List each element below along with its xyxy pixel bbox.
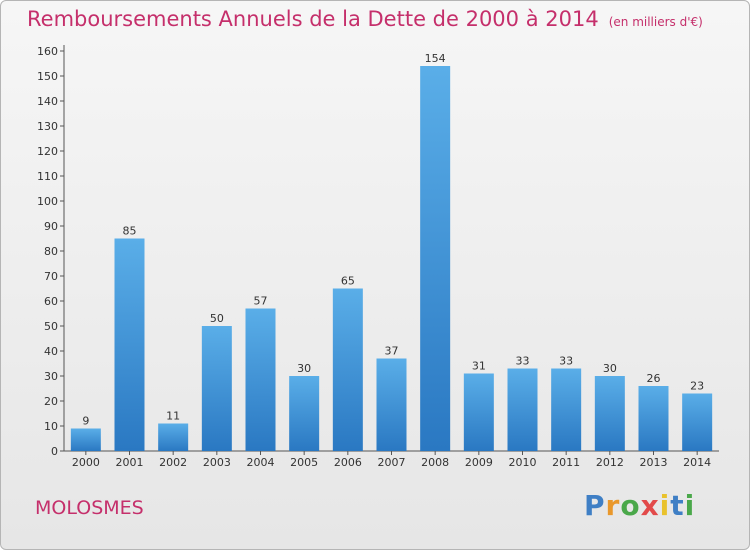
data-label-2006: 65 xyxy=(341,275,355,288)
x-tick-label-2005: 2005 xyxy=(290,456,318,469)
x-tick-label-2011: 2011 xyxy=(552,456,580,469)
y-axis: 0 10 20 30 40 50 60 70 80 90 100 110 120 130 140 150 160 xyxy=(37,45,65,458)
y-tick-label: 160 xyxy=(37,45,58,58)
data-label-2009: 31 xyxy=(472,360,486,373)
bar-2002 xyxy=(158,423,189,451)
y-tick-label: 140 xyxy=(37,95,58,108)
data-label-2010: 33 xyxy=(516,355,530,368)
x-tick-label-2004: 2004 xyxy=(247,456,275,469)
y-tick-label: 130 xyxy=(37,120,58,133)
logo-letter: i xyxy=(684,489,696,522)
x-tick-label-2000: 2000 xyxy=(72,456,100,469)
x-tick-label-2007: 2007 xyxy=(378,456,406,469)
bar-2008 xyxy=(420,66,451,451)
x-tick-label-2003: 2003 xyxy=(203,456,231,469)
logo-letter: i xyxy=(659,489,671,522)
y-tick-label: 120 xyxy=(37,145,58,158)
bar-2007 xyxy=(376,358,407,451)
x-tick-label-2014: 2014 xyxy=(683,456,711,469)
logo-letter: r xyxy=(605,489,621,522)
logo-letter: t xyxy=(670,489,685,522)
data-label-2011: 33 xyxy=(559,355,573,368)
data-labels: 9 85 11 50 57 30 65 37 154 31 33 33 30 26 23 xyxy=(82,52,704,428)
bar-2005 xyxy=(289,376,320,451)
y-tick-label: 40 xyxy=(44,345,58,358)
chart-title: Remboursements Annuels de la Dette de 20… xyxy=(27,7,703,31)
bar-2000 xyxy=(70,428,101,451)
y-tick-label: 50 xyxy=(44,320,58,333)
x-tick-label-2001: 2001 xyxy=(116,456,144,469)
data-label-2008: 154 xyxy=(425,52,446,65)
data-label-2007: 37 xyxy=(385,345,399,358)
data-label-2004: 57 xyxy=(254,295,268,308)
data-label-2014: 23 xyxy=(690,380,704,393)
data-label-2005: 30 xyxy=(297,362,311,375)
bar-2014 xyxy=(682,393,713,451)
chart-unit-label: (en milliers d'€) xyxy=(608,15,703,29)
y-tick-label: 100 xyxy=(37,195,58,208)
data-label-2002: 11 xyxy=(166,410,180,423)
y-tick-label: 90 xyxy=(44,220,58,233)
x-tick-label-2012: 2012 xyxy=(596,456,624,469)
bar-2011 xyxy=(551,368,582,451)
bar-2004 xyxy=(245,308,276,451)
y-tick-label: 60 xyxy=(44,295,58,308)
x-tick-label-2002: 2002 xyxy=(159,456,187,469)
y-tick-label: 80 xyxy=(44,245,58,258)
data-label-2003: 50 xyxy=(210,312,224,325)
y-tick-label: 20 xyxy=(44,395,58,408)
y-tick-label: 150 xyxy=(37,70,58,83)
x-tick-label-2009: 2009 xyxy=(465,456,493,469)
x-tick-label-2010: 2010 xyxy=(509,456,537,469)
bar-2006 xyxy=(332,288,363,451)
x-tick-label-2008: 2008 xyxy=(421,456,449,469)
y-tick-label: 110 xyxy=(37,170,58,183)
bar-2003 xyxy=(201,326,232,451)
logo-letter: x xyxy=(640,489,660,522)
y-tick-label: 0 xyxy=(51,445,58,458)
bar-2013 xyxy=(638,386,669,451)
logo-letter: o xyxy=(620,489,641,522)
chart-title-text: Remboursements Annuels de la Dette de 20… xyxy=(27,7,599,31)
data-label-2000: 9 xyxy=(82,415,89,428)
data-label-2013: 26 xyxy=(647,372,661,385)
y-tick-label: 70 xyxy=(44,270,58,283)
x-tick-label-2013: 2013 xyxy=(640,456,668,469)
y-tick-label: 10 xyxy=(44,420,58,433)
x-axis: 2000 2001 2002 2003 2004 2005 2006 2007 2008 2009… xyxy=(64,450,719,469)
y-tick-label: 30 xyxy=(44,370,58,383)
bar-2001 xyxy=(114,238,145,451)
data-label-2001: 85 xyxy=(123,225,137,238)
logo-letter: P xyxy=(584,489,606,522)
bars xyxy=(70,66,713,451)
x-tick-label-2006: 2006 xyxy=(334,456,362,469)
commune-name: MOLOSMES xyxy=(35,497,144,519)
data-label-2012: 30 xyxy=(603,362,617,375)
bar-2009 xyxy=(463,373,494,451)
proxiti-logo[interactable]: Proxiti xyxy=(584,489,695,522)
bar-2012 xyxy=(594,376,625,451)
bar-2010 xyxy=(507,368,538,451)
